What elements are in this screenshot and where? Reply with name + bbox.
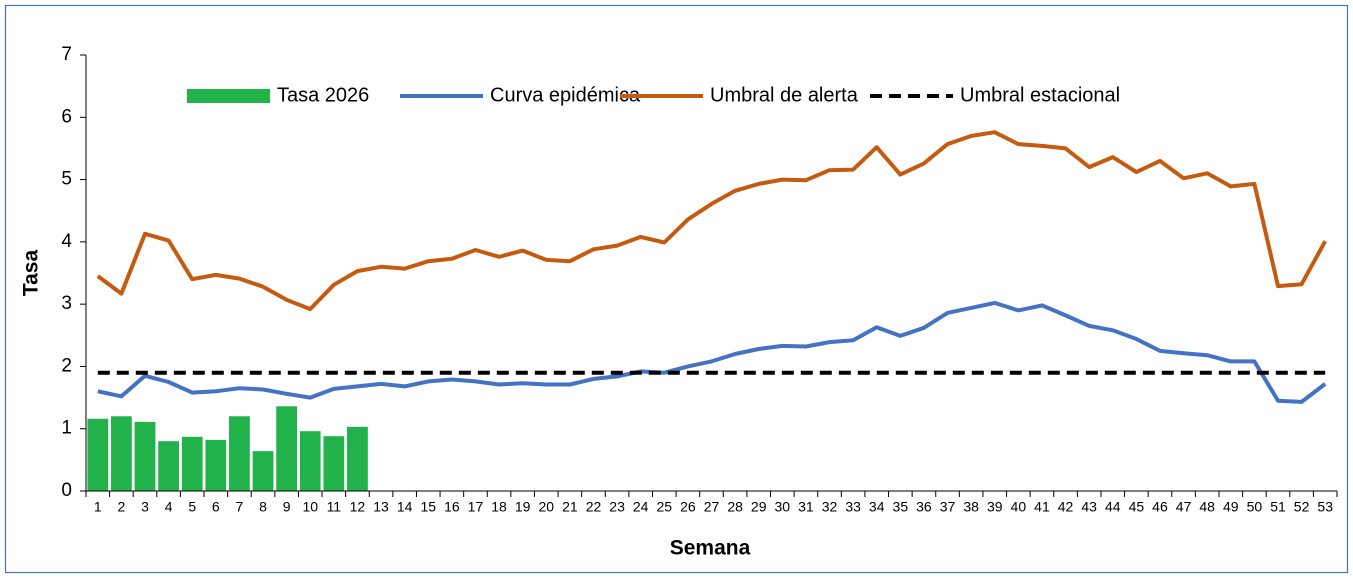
bar [299, 431, 321, 491]
x-tick-label: 30 [775, 499, 791, 515]
x-tick-label: 13 [373, 499, 389, 515]
x-tick-label: 42 [1058, 499, 1074, 515]
x-tick-label: 40 [1011, 499, 1027, 515]
x-tick-label: 53 [1317, 499, 1333, 515]
y-axis-title: Tasa [20, 250, 43, 297]
x-tick-label: 33 [845, 499, 861, 515]
x-tick-label: 15 [420, 499, 436, 515]
x-tick-label: 22 [586, 499, 602, 515]
bar [181, 436, 203, 491]
y-tick-label: 7 [61, 44, 72, 65]
x-tick-label: 18 [491, 499, 507, 515]
y-tick-label: 5 [61, 169, 72, 190]
x-tick-label: 16 [444, 499, 460, 515]
x-tick-label: 17 [468, 499, 484, 515]
y-tick-label: 3 [61, 293, 72, 314]
x-tick-label: 2 [118, 499, 126, 515]
x-tick-label: 44 [1105, 499, 1121, 515]
x-tick-label: 3 [141, 499, 149, 515]
x-tick-label: 47 [1176, 499, 1192, 515]
legend-label: Tasa 2026 [277, 84, 369, 106]
x-axis-title: Semana [670, 537, 751, 560]
x-tick-label: 14 [397, 499, 413, 515]
x-tick-label: 36 [916, 499, 932, 515]
x-tick-label: 19 [515, 499, 531, 515]
x-tick-label: 32 [822, 499, 838, 515]
x-tick-label: 41 [1034, 499, 1050, 515]
x-tick-label: 28 [727, 499, 743, 515]
legend-label: Umbral estacional [960, 84, 1120, 106]
y-tick-label: 6 [61, 106, 72, 127]
x-tick-label: 34 [869, 499, 885, 515]
x-tick-label: 1 [94, 499, 102, 515]
legend-swatch [187, 89, 270, 103]
x-tick-label: 9 [283, 499, 291, 515]
line [96, 130, 1327, 312]
line [97, 300, 1327, 404]
x-tick-label: 31 [798, 499, 814, 515]
x-tick-label: 52 [1294, 499, 1310, 515]
x-tick-label: 35 [893, 499, 909, 515]
x-tick-label: 45 [1129, 499, 1145, 515]
x-tick-label: 29 [751, 499, 767, 515]
y-tick-label: 1 [61, 418, 72, 439]
x-tick-label: 46 [1152, 499, 1168, 515]
x-tick-label: 5 [188, 499, 196, 515]
y-tick-label: 0 [61, 480, 72, 501]
x-tick-label: 38 [963, 499, 979, 515]
x-tick-label: 6 [212, 499, 220, 515]
x-tick-label: 39 [987, 499, 1003, 515]
x-tick-label: 23 [609, 499, 625, 515]
bar [347, 426, 368, 491]
x-tick-label: 21 [562, 499, 578, 515]
x-tick-label: 49 [1223, 499, 1239, 515]
x-tick-label: 20 [538, 499, 554, 515]
bar [205, 439, 227, 491]
x-tick-label: 37 [940, 499, 956, 515]
legend-label: Umbral de alerta [710, 84, 859, 106]
x-tick-label: 12 [350, 499, 366, 515]
x-tick-label: 27 [704, 499, 720, 515]
x-tick-label: 4 [165, 499, 173, 515]
bar [158, 441, 179, 491]
x-tick-label: 51 [1270, 499, 1286, 515]
bar [134, 421, 156, 491]
bar [323, 436, 345, 491]
x-tick-label: 24 [633, 499, 649, 515]
bar [229, 416, 250, 491]
y-tick-label: 2 [61, 355, 72, 376]
x-tick-label: 43 [1081, 499, 1097, 515]
x-tick-label: 50 [1247, 499, 1263, 515]
bar [252, 451, 274, 491]
x-tick-label: 8 [259, 499, 267, 515]
x-tick-label: 48 [1199, 499, 1215, 515]
x-tick-label: 26 [680, 499, 696, 515]
legend-label: Curva epidémica [490, 84, 641, 106]
bar [87, 418, 109, 491]
x-tick-label: 7 [236, 499, 244, 515]
y-tick-label: 4 [61, 231, 72, 252]
x-tick-label: 10 [302, 499, 318, 515]
bar [276, 406, 298, 491]
x-tick-label: 11 [327, 499, 342, 515]
bar [111, 416, 132, 491]
x-tick-label: 25 [657, 499, 673, 515]
